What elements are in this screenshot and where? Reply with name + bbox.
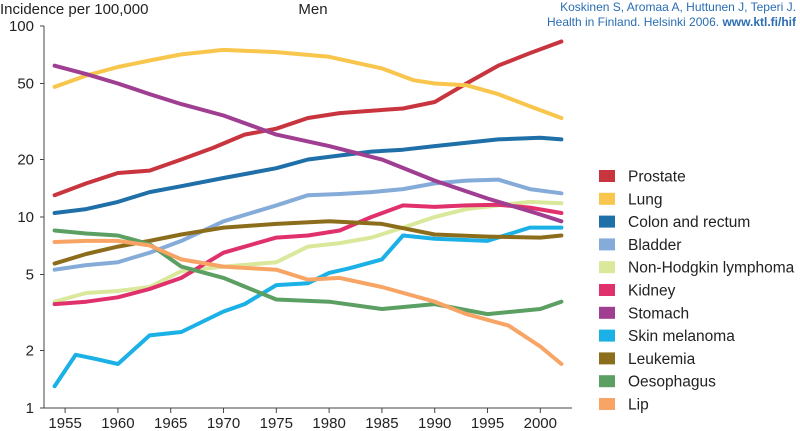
x-tick-label: 1980 — [312, 415, 345, 431]
legend-swatch-bladder — [599, 238, 615, 251]
x-tick-label: 1985 — [365, 415, 398, 431]
legend-label-kidney: Kidney — [628, 283, 676, 300]
x-tick-label: 1975 — [260, 415, 293, 431]
legend-label-bladder: Bladder — [628, 237, 681, 254]
series-line-colon-and-rectum — [52, 135, 564, 215]
y-tick-label: 5 — [26, 266, 34, 283]
x-tick-label: 1955 — [48, 415, 81, 431]
legend-label-stomach: Stomach — [628, 305, 689, 322]
series-line-kidney — [52, 202, 564, 307]
legend-swatch-kidney — [599, 284, 615, 296]
legend-label-oesophagus: Oesophagus — [628, 374, 716, 391]
legend-swatch-non-hodgkin-lymphoma — [599, 261, 615, 274]
series-line-oesophagus — [52, 228, 564, 317]
legend-label-colon-and-rectum: Colon and rectum — [628, 214, 750, 231]
legend-swatch-leukemia — [599, 352, 615, 365]
x-tick-label: 1965 — [154, 415, 187, 431]
y-tick-label: 50 — [17, 75, 34, 92]
legend-label-lung: Lung — [628, 191, 662, 208]
legend-label-prostate: Prostate — [628, 169, 686, 186]
y-axis-label: Incidence per 100,000 — [0, 1, 148, 18]
series-line-skin-melanoma — [52, 225, 564, 389]
y-tick-label: 10 — [17, 209, 34, 226]
credit-link[interactable]: www.ktl.fi/hif — [722, 15, 796, 29]
legend-swatch-lip — [599, 398, 615, 410]
x-tick-label: 1995 — [471, 415, 504, 431]
legend-swatch-prostate — [599, 170, 615, 182]
x-tick-label: 2000 — [524, 415, 557, 431]
legend-label-leukemia: Leukemia — [628, 351, 696, 368]
series-line-lip — [52, 238, 564, 366]
credit-line-authors: Koskinen S, Aromaa A, Huttunen J, Teperi… — [560, 0, 796, 14]
y-tick-label: 100 — [9, 18, 34, 35]
x-tick-label: 1970 — [207, 415, 240, 431]
y-tick-label: 20 — [17, 152, 34, 169]
y-tick-label: 1 — [26, 400, 34, 417]
source-credit: Koskinen S, Aromaa A, Huttunen J, Teperi… — [547, 0, 796, 30]
legend-swatch-colon-and-rectum — [599, 215, 615, 228]
legend-swatch-lung — [599, 192, 615, 205]
x-tick-label: 1990 — [418, 415, 451, 431]
series-line-prostate — [52, 39, 564, 198]
series-line-leukemia — [52, 219, 564, 266]
credit-line-publication: Health in Finland. Helsinki 2006. www.kt… — [547, 15, 796, 30]
legend-swatch-stomach — [599, 306, 615, 319]
series-line-lung — [52, 47, 564, 120]
series-line-bladder — [52, 177, 564, 272]
legend-label-lip: Lip — [628, 397, 649, 414]
y-tick-label: 2 — [26, 343, 34, 360]
legend-swatch-oesophagus — [599, 375, 615, 388]
series-line-stomach — [52, 63, 564, 224]
chart-title: Men — [298, 1, 327, 18]
series-line-non-hodgkin-lymphoma — [52, 199, 564, 304]
legend-label-skin-melanoma: Skin melanoma — [628, 328, 735, 345]
legend-swatch-skin-melanoma — [599, 329, 615, 342]
credit-publication: Health in Finland. Helsinki 2006. — [546, 15, 720, 29]
x-tick-label: 1960 — [101, 415, 134, 431]
legend-label-non-hodgkin-lymphoma: Non-Hodgkin lymphoma — [628, 260, 795, 277]
